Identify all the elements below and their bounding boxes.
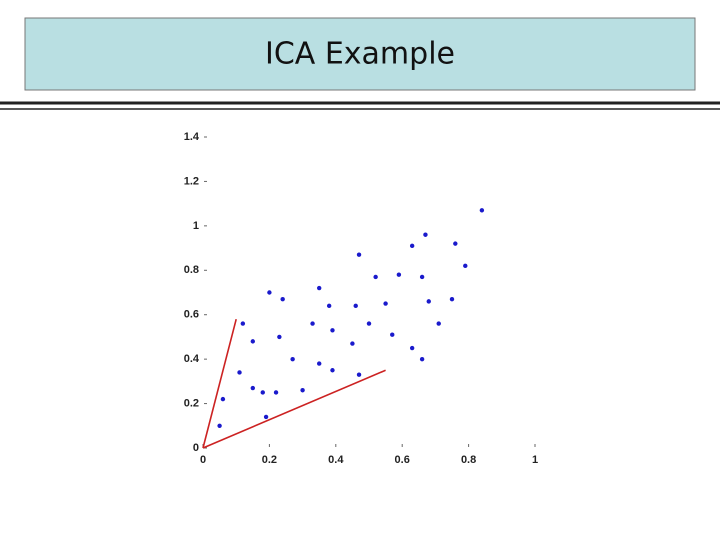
- scatter-point: [237, 370, 242, 375]
- scatter-point: [263, 414, 269, 420]
- scatter-point: [449, 296, 455, 302]
- scatter-point: [356, 372, 362, 377]
- scatter-point: [267, 290, 272, 295]
- scatter-point: [240, 321, 246, 326]
- scatter-point: [310, 321, 315, 326]
- scatter-point: [409, 243, 415, 249]
- scatter-point: [330, 328, 335, 333]
- scatter-point: [419, 274, 425, 280]
- scatter-point: [353, 303, 358, 309]
- scatter-point: [220, 396, 226, 402]
- scatter-point: [463, 263, 468, 269]
- x-tick-label: 0: [200, 454, 206, 466]
- scatter-point: [217, 423, 222, 428]
- scatter-point: [250, 339, 255, 344]
- scatter-point: [330, 368, 335, 373]
- y-tick-label: 1.4: [184, 131, 200, 143]
- scatter-point: [350, 341, 355, 346]
- scatter-point: [290, 356, 295, 362]
- scatter-point: [277, 334, 282, 340]
- scatter-point: [419, 356, 425, 362]
- scatter-point: [260, 390, 265, 395]
- title-box: [24, 17, 696, 91]
- scatter-point: [383, 301, 388, 306]
- scatter-point: [436, 321, 441, 326]
- scatter-point: [373, 274, 378, 280]
- x-tick-label: 0.6: [395, 454, 410, 466]
- scatter-point: [317, 285, 322, 291]
- y-tick-label: 0.6: [184, 309, 199, 321]
- scatter-point: [479, 208, 485, 213]
- scatter-point: [273, 390, 279, 395]
- scatter-point: [356, 252, 362, 257]
- scatter-point: [366, 321, 372, 326]
- scatter-point: [280, 296, 285, 302]
- x-tick-label: 0.8: [461, 454, 476, 466]
- scatter-point: [423, 232, 428, 237]
- scatter-point: [390, 332, 395, 337]
- scatter-point: [396, 272, 402, 277]
- slide-title: ICA Example: [265, 37, 455, 72]
- line: [202, 318, 237, 449]
- x-tick-label: 0.4: [328, 454, 344, 466]
- line: [202, 369, 386, 449]
- scatter-point: [300, 388, 305, 393]
- scatter-point: [409, 345, 415, 351]
- scatter-point: [326, 303, 332, 309]
- scatter-point: [453, 241, 458, 246]
- y-tick-label: 1: [193, 220, 199, 232]
- x-tick-label: 1: [532, 454, 538, 466]
- scatter-point: [317, 361, 322, 366]
- x-tick-label: 0.2: [262, 454, 277, 466]
- scatter-point: [250, 385, 255, 391]
- y-tick-label: 0.8: [184, 264, 199, 276]
- scatter-point: [426, 299, 431, 304]
- y-tick-label: 0: [193, 442, 199, 454]
- y-tick-label: 0.4: [184, 353, 200, 365]
- y-tick-label: 0.2: [184, 397, 199, 409]
- y-tick-label: 1.2: [184, 175, 199, 187]
